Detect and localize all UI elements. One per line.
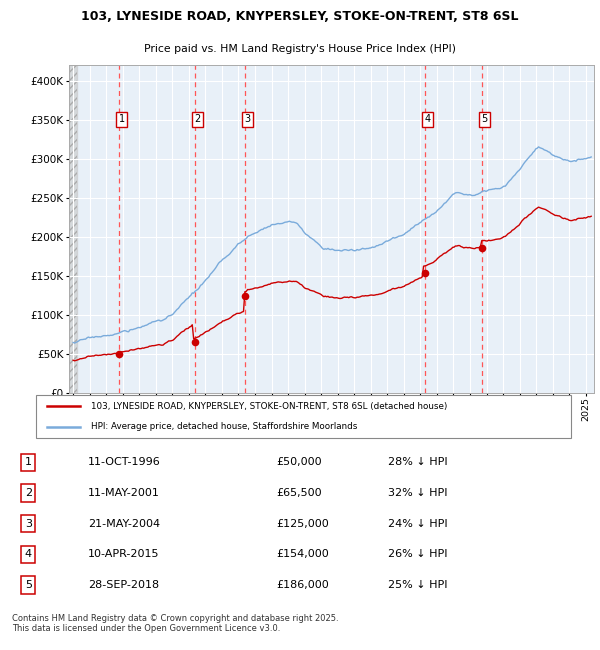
Text: 28% ↓ HPI: 28% ↓ HPI [388,458,448,467]
Text: 25% ↓ HPI: 25% ↓ HPI [388,580,448,590]
Text: £50,000: £50,000 [277,458,322,467]
Text: 26% ↓ HPI: 26% ↓ HPI [388,549,448,559]
Text: 11-OCT-1996: 11-OCT-1996 [88,458,161,467]
Text: 3: 3 [25,519,32,528]
Text: Contains HM Land Registry data © Crown copyright and database right 2025.
This d: Contains HM Land Registry data © Crown c… [12,614,338,634]
Text: 4: 4 [25,549,32,559]
Text: 21-MAY-2004: 21-MAY-2004 [88,519,160,528]
Text: £125,000: £125,000 [277,519,329,528]
Text: 2: 2 [25,488,32,498]
Text: 2: 2 [194,114,200,124]
Text: 103, LYNESIDE ROAD, KNYPERSLEY, STOKE-ON-TRENT, ST8 6SL (detached house): 103, LYNESIDE ROAD, KNYPERSLEY, STOKE-ON… [91,402,447,411]
Text: 5: 5 [482,114,488,124]
Text: 3: 3 [244,114,250,124]
Text: 10-APR-2015: 10-APR-2015 [88,549,160,559]
Text: 1: 1 [25,458,32,467]
Text: 103, LYNESIDE ROAD, KNYPERSLEY, STOKE-ON-TRENT, ST8 6SL: 103, LYNESIDE ROAD, KNYPERSLEY, STOKE-ON… [81,10,519,23]
Text: 24% ↓ HPI: 24% ↓ HPI [388,519,448,528]
Text: £65,500: £65,500 [277,488,322,498]
Bar [69,65,77,393]
Text: 11-MAY-2001: 11-MAY-2001 [88,488,160,498]
Text: 32% ↓ HPI: 32% ↓ HPI [388,488,448,498]
Text: 28-SEP-2018: 28-SEP-2018 [88,580,160,590]
Text: £154,000: £154,000 [277,549,329,559]
Text: 4: 4 [424,114,430,124]
Text: £186,000: £186,000 [277,580,329,590]
Text: HPI: Average price, detached house, Staffordshire Moorlands: HPI: Average price, detached house, Staf… [91,422,357,432]
Bar [69,65,77,393]
Text: Price paid vs. HM Land Registry's House Price Index (HPI): Price paid vs. HM Land Registry's House … [144,44,456,54]
Text: 1: 1 [119,114,125,124]
FancyBboxPatch shape [35,395,571,438]
Text: 5: 5 [25,580,32,590]
